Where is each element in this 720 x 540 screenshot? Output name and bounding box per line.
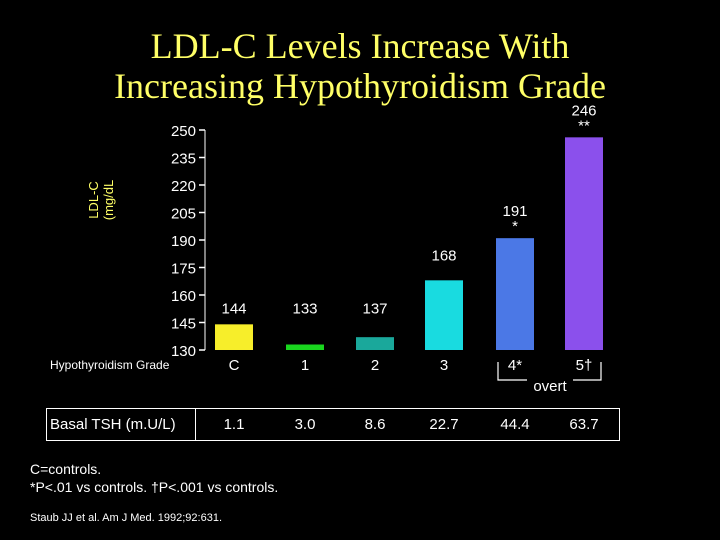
x-tick-label: 1 <box>301 357 309 374</box>
tsh-label-box <box>46 408 196 441</box>
bar-value-label: 144 <box>221 300 246 317</box>
bar <box>215 324 253 350</box>
x-tick-label: 5† <box>576 357 593 374</box>
title-line-2: Increasing Hypothyroidism Grade <box>114 66 606 106</box>
bar-value-label: 137 <box>362 300 387 317</box>
y-tick-label: 145 <box>171 316 196 333</box>
y-tick-label: 175 <box>171 261 196 278</box>
y-tick-label: 205 <box>171 206 196 223</box>
bar <box>565 137 603 350</box>
bar-value-label: 191 <box>502 203 527 220</box>
x-tick-label: 3 <box>440 357 448 374</box>
y-tick-label: 160 <box>171 288 196 305</box>
tsh-value: 63.7 <box>569 416 599 433</box>
slide-title: LDL-C Levels Increase With Increasing Hy… <box>0 26 720 106</box>
bar-value-label: 246 <box>571 102 596 119</box>
footnote-controls: C=controls. <box>30 461 102 477</box>
y-tick-label: 250 <box>171 123 196 140</box>
tsh-value: 22.7 <box>429 416 459 433</box>
tsh-value: 44.4 <box>500 416 530 433</box>
x-tick-label: 4* <box>508 357 522 374</box>
y-tick-label: 130 <box>171 343 196 360</box>
significance-marker: ** <box>578 117 590 134</box>
x-axis-label: Hypothyroidism Grade <box>50 358 170 372</box>
footnote-significance: *P<.01 vs controls. †P<.001 vs controls. <box>30 479 279 495</box>
bar <box>425 280 463 350</box>
tsh-row-label: Basal TSH (m.U/L) <box>50 416 176 433</box>
significance-marker: * <box>512 218 518 235</box>
x-tick-label: 2 <box>371 357 379 374</box>
bar-value-label: 133 <box>292 300 317 317</box>
bar <box>286 344 324 350</box>
title-line-1: LDL-C Levels Increase With <box>150 26 570 66</box>
overt-label-backdrop <box>527 375 573 387</box>
bar-value-label: 168 <box>431 247 456 264</box>
bar <box>356 337 394 350</box>
tsh-value: 8.6 <box>364 416 386 433</box>
y-tick-label: 235 <box>171 151 196 168</box>
footnote-citation: Staub JJ et al. Am J Med. 1992;92:631. <box>30 512 223 524</box>
y-tick-label: 220 <box>171 178 196 195</box>
x-tick-label: C <box>229 357 240 374</box>
overt-label: overt <box>533 378 567 395</box>
bar <box>496 238 534 350</box>
tsh-value: 3.0 <box>294 416 316 433</box>
y-tick-label: 190 <box>171 233 196 250</box>
tsh-value: 1.1 <box>223 416 245 433</box>
tsh-values-box <box>196 408 620 441</box>
